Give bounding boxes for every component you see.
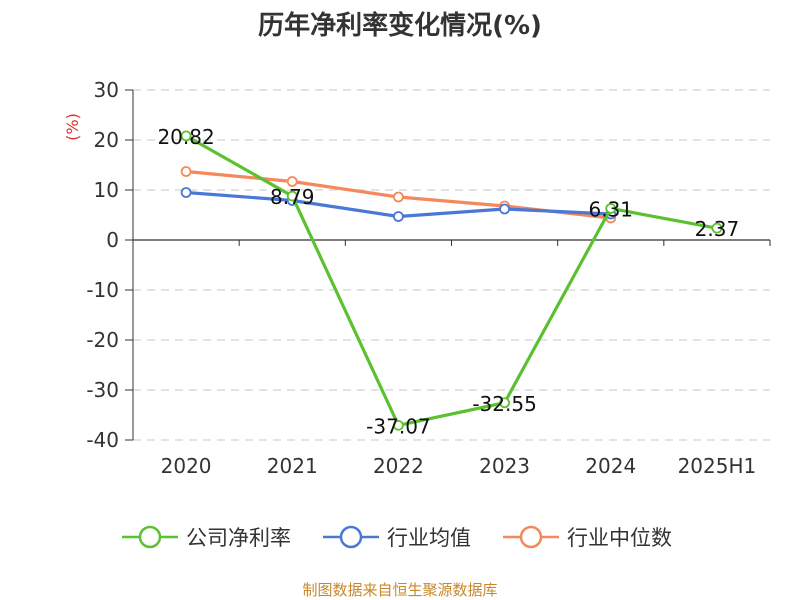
y-tick-label: -40 <box>86 428 119 452</box>
legend-marker-circle <box>519 525 543 549</box>
y-tick-label: -20 <box>86 328 119 352</box>
legend-marker-circle <box>138 525 162 549</box>
y-tick-label: -10 <box>86 278 119 302</box>
source-note: 制图数据来自恒生聚源数据库 <box>302 581 497 599</box>
grid <box>133 89 770 441</box>
series <box>180 130 723 431</box>
data-label: -37.07 <box>366 414 430 438</box>
data-label: -32.55 <box>472 392 536 416</box>
x-tick-label: 2022 <box>373 454 424 478</box>
data-label: 6.31 <box>588 197 633 221</box>
data-point <box>711 222 723 234</box>
data-point <box>393 191 404 203</box>
legend: 公司净利率 行业均值 行业中位数 <box>122 525 672 550</box>
data-labels: 20.82 8.79 -37.07 -32.55 6.31 2.37 <box>157 125 739 438</box>
chart-title: 历年净利率变化情况(%) <box>258 10 542 41</box>
y-tick-label: 30 <box>94 78 119 102</box>
data-point <box>605 203 617 214</box>
x-tick-label: 2024 <box>585 454 636 478</box>
legend-label: 行业均值 <box>387 526 471 550</box>
data-label: 2.37 <box>695 217 740 241</box>
data-point <box>393 211 404 222</box>
series-line-0 <box>185 134 718 427</box>
y-tick-label: 20 <box>94 128 119 152</box>
x-tick-label: 2023 <box>479 454 530 478</box>
data-label: 8.79 <box>270 185 315 209</box>
data-point <box>180 166 192 177</box>
y-tick-label: 10 <box>94 178 119 202</box>
x-tick-label: 2025H1 <box>678 454 757 478</box>
axes: 30 20 10 0 -10 -20 -30 -40 2020 2021 2022 2023 2024 2… <box>86 78 771 478</box>
data-label: 20.82 <box>157 125 214 149</box>
y-axis-label: (%) <box>63 113 82 141</box>
data-point <box>499 203 510 215</box>
data-point <box>286 176 298 187</box>
y-tick-label: -30 <box>86 378 119 402</box>
legend-label: 公司净利率 <box>186 526 291 550</box>
x-tick-label: 2021 <box>267 454 318 478</box>
data-point <box>393 419 404 431</box>
legend-label: 行业中位数 <box>567 526 672 550</box>
data-point <box>499 397 510 409</box>
data-point <box>286 190 298 202</box>
y-tick-label: 0 <box>106 228 119 252</box>
x-tick-label: 2020 <box>161 454 212 478</box>
data-point <box>180 187 192 198</box>
data-point <box>180 130 192 142</box>
legend-marker-circle <box>339 525 363 549</box>
